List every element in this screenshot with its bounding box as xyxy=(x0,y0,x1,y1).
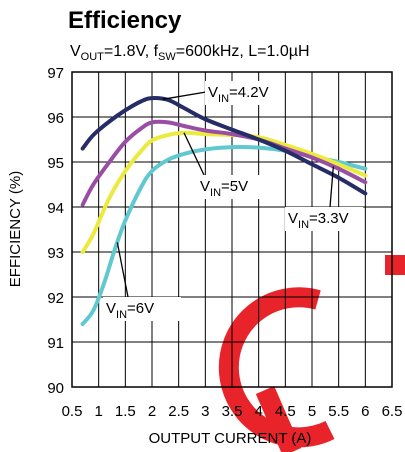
y-tick-label: 92 xyxy=(47,290,64,307)
series-labels: VIN=4.2V VIN=5V VIN=3.3V VIN=6V xyxy=(103,81,363,321)
series-label-backdrop xyxy=(197,175,275,199)
x-tick-label: 3.5 xyxy=(222,403,243,420)
y-tick-label: 97 xyxy=(47,65,64,82)
series-label-leader xyxy=(329,166,334,208)
x-tick-label: 4.5 xyxy=(275,403,296,420)
series-label-leader xyxy=(183,132,205,176)
series-label-4: VIN=6V xyxy=(106,300,154,321)
series-label-2: VIN=3.3V xyxy=(288,210,349,231)
y-tick-label: 95 xyxy=(47,155,64,172)
plot-frame xyxy=(71,71,393,388)
y-tick-label: 91 xyxy=(47,335,64,352)
red-arcs-decoration xyxy=(218,255,405,452)
x-tick-label: 2.5 xyxy=(168,403,189,420)
y-tick-label: 96 xyxy=(47,110,64,127)
x-tick-label: 5.5 xyxy=(328,403,349,420)
x-tick-label: 1 xyxy=(94,403,102,420)
x-tick-label: 2 xyxy=(148,403,156,420)
y-tick-label: 90 xyxy=(47,380,64,397)
x-tick-label: 1.5 xyxy=(115,403,136,420)
series-label-backdrop xyxy=(285,207,363,231)
series-label-backdrop xyxy=(205,81,283,105)
x-tick-label: 6 xyxy=(361,403,369,420)
y-tick-label: 93 xyxy=(47,245,64,262)
x-tick-label: 4 xyxy=(254,403,262,420)
series-label-leader xyxy=(116,242,129,298)
series-line-1 xyxy=(80,96,368,196)
x-tick-label: 3 xyxy=(201,403,209,420)
series-label-leader xyxy=(162,91,207,100)
x-tick-label: 0.5 xyxy=(62,403,83,420)
chart-title: Efficiency xyxy=(68,7,182,34)
y-tick-label: 94 xyxy=(47,200,64,217)
y-axis-label: EFFICIENCY (%) xyxy=(7,171,24,287)
chart-subtitle: VOUT=1.8V, fSW=600kHz, L=1.0µH xyxy=(70,43,310,63)
series-line-2 xyxy=(80,119,368,207)
series-label-1: VIN=4.2V xyxy=(208,84,269,105)
series-label-3: VIN=5V xyxy=(200,178,248,199)
plot-border xyxy=(71,71,393,388)
grid xyxy=(72,72,392,387)
x-axis-label: OUTPUT CURRENT (A) xyxy=(149,430,312,447)
series-label-backdrop xyxy=(103,297,181,321)
x-tick-label: 5 xyxy=(308,403,316,420)
tick-labels: 0.5 1 1.5 2 2.5 3 3.5 4 4.5 5 5.5 6 6.5 90 91 92 93 94 95 9… xyxy=(47,65,402,420)
x-tick-label: 6.5 xyxy=(382,403,403,420)
